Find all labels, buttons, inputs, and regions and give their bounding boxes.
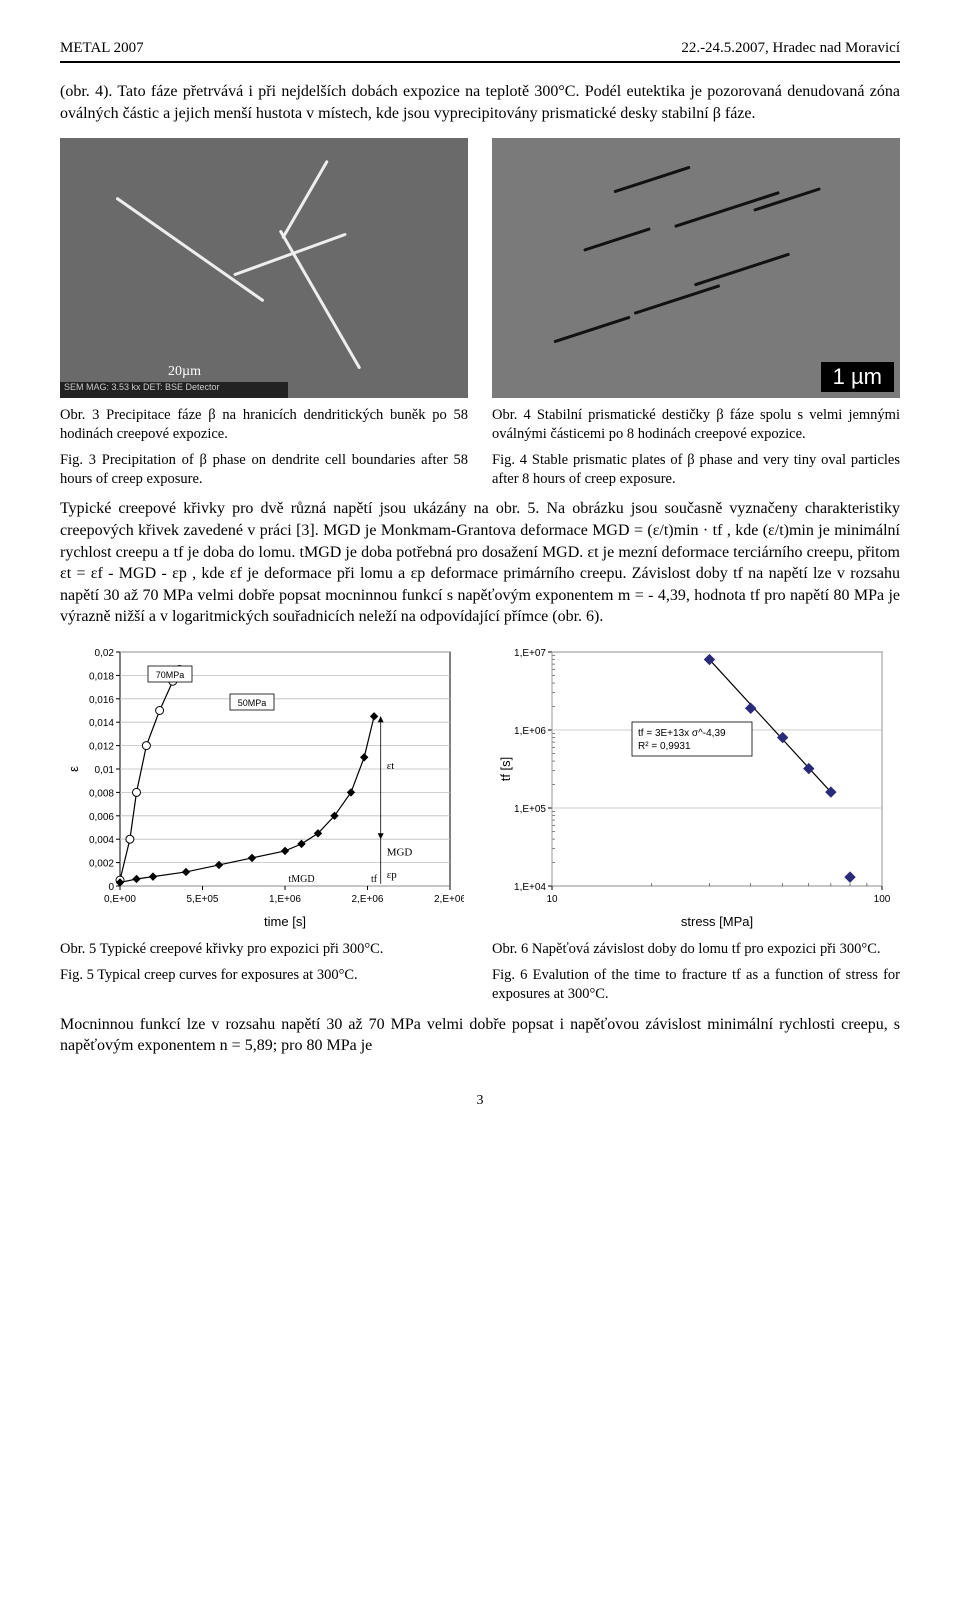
svg-text:1,E+06: 1,E+06 — [514, 726, 546, 737]
chart-6: 1,E+04 1,E+05 1,E+06 1,E+07 10 100 stress [MPa… — [492, 642, 900, 1004]
svg-text:εp: εp — [387, 869, 398, 881]
chart-row-5-6: 0 0,002 0,004 0,006 0,008 0,01 0,012 0,014 0,016… — [60, 642, 900, 1004]
svg-text:0,02: 0,02 — [95, 648, 115, 659]
svg-text:2,E+06: 2,E+06 — [434, 894, 464, 905]
svg-text:5,E+05: 5,E+05 — [187, 894, 219, 905]
figure-3-image: SEM MAG: 3.53 kx DET: BSE Detector 20µm — [60, 138, 468, 398]
figure-4-caption-cz: Obr. 4 Stabilní prismatické destičky β f… — [492, 406, 900, 443]
svg-text:0,006: 0,006 — [89, 812, 114, 823]
figure-5-caption-cz: Obr. 5 Typické creepové křivky pro expoz… — [60, 940, 468, 959]
svg-text:tf [s]: tf [s] — [498, 757, 513, 782]
sem-inset-text: SEM MAG: 3.53 kx DET: BSE Detector — [60, 382, 288, 398]
figure-row-3-4: SEM MAG: 3.53 kx DET: BSE Detector 20µm … — [60, 138, 900, 488]
chart-5: 0 0,002 0,004 0,006 0,008 0,01 0,012 0,014 0,016… — [60, 642, 468, 1004]
svg-text:1,E+05: 1,E+05 — [514, 804, 546, 815]
figure-4-image: 1 µm — [492, 138, 900, 398]
svg-text:0,004: 0,004 — [89, 835, 114, 846]
svg-text:70MPa: 70MPa — [156, 670, 185, 680]
svg-text:10: 10 — [546, 894, 558, 905]
svg-text:0,018: 0,018 — [89, 671, 114, 682]
svg-text:0: 0 — [108, 882, 114, 893]
figure-3-caption-cz: Obr. 3 Precipitace fáze β na hranicích d… — [60, 406, 468, 443]
figure-3: SEM MAG: 3.53 kx DET: BSE Detector 20µm … — [60, 138, 468, 488]
chart-5-svg: 0 0,002 0,004 0,006 0,008 0,01 0,012 0,014 0,016… — [64, 642, 464, 932]
paragraph-1: (obr. 4). Tato fáze přetrvává i při nejd… — [60, 81, 900, 124]
header-rule — [60, 61, 900, 63]
scale-bar-label: 20µm — [168, 364, 360, 380]
svg-text:0,014: 0,014 — [89, 718, 114, 729]
svg-text:0,016: 0,016 — [89, 695, 114, 706]
svg-text:ε: ε — [66, 766, 81, 772]
svg-text:1,E+07: 1,E+07 — [514, 648, 546, 659]
paragraph-2: Typické creepové křivky pro dvě různá na… — [60, 498, 900, 628]
svg-text:0,008: 0,008 — [89, 788, 114, 799]
svg-text:time [s]: time [s] — [264, 914, 306, 929]
svg-text:1,E+06: 1,E+06 — [269, 894, 301, 905]
figure-4: 1 µm Obr. 4 Stabilní prismatické destičk… — [492, 138, 900, 488]
svg-text:tf: tf — [371, 874, 378, 885]
scale-bar-label: 1 µm — [821, 362, 894, 392]
figure-3-caption-en: Fig. 3 Precipitation of β phase on dendr… — [60, 451, 468, 488]
svg-text:1,E+04: 1,E+04 — [514, 882, 546, 893]
figure-6-caption-cz: Obr. 6 Napěťová závislost doby do lomu t… — [492, 940, 900, 959]
header-right: 22.-24.5.2007, Hradec nad Moravicí — [681, 40, 900, 57]
svg-text:tMGD: tMGD — [288, 874, 314, 885]
svg-text:0,E+00: 0,E+00 — [104, 894, 136, 905]
figure-6-caption-en: Fig. 6 Evalution of the time to fracture… — [492, 966, 900, 1003]
figure-4-caption-en: Fig. 4 Stable prismatic plates of β phas… — [492, 451, 900, 488]
svg-text:MGD: MGD — [387, 847, 413, 859]
svg-text:stress [MPa]: stress [MPa] — [681, 914, 753, 929]
svg-text:50MPa: 50MPa — [238, 698, 267, 708]
page-number: 3 — [60, 1093, 900, 1109]
svg-text:tf = 3E+13x σ^-4,39: tf = 3E+13x σ^-4,39 — [638, 728, 726, 739]
svg-text:0,01: 0,01 — [95, 765, 115, 776]
paragraph-3: Mocninnou funkcí lze v rozsahu napětí 30… — [60, 1014, 900, 1057]
svg-text:εt: εt — [387, 760, 395, 772]
figure-5-caption-en: Fig. 5 Typical creep curves for exposure… — [60, 966, 468, 985]
svg-text:2,E+06: 2,E+06 — [352, 894, 384, 905]
svg-text:R² = 0,9931: R² = 0,9931 — [638, 741, 691, 752]
svg-text:0,012: 0,012 — [89, 742, 114, 753]
svg-text:100: 100 — [874, 894, 891, 905]
svg-text:0,002: 0,002 — [89, 859, 114, 870]
chart-6-svg: 1,E+04 1,E+05 1,E+06 1,E+07 10 100 stress [MPa… — [496, 642, 896, 932]
header-left: METAL 2007 — [60, 40, 144, 57]
